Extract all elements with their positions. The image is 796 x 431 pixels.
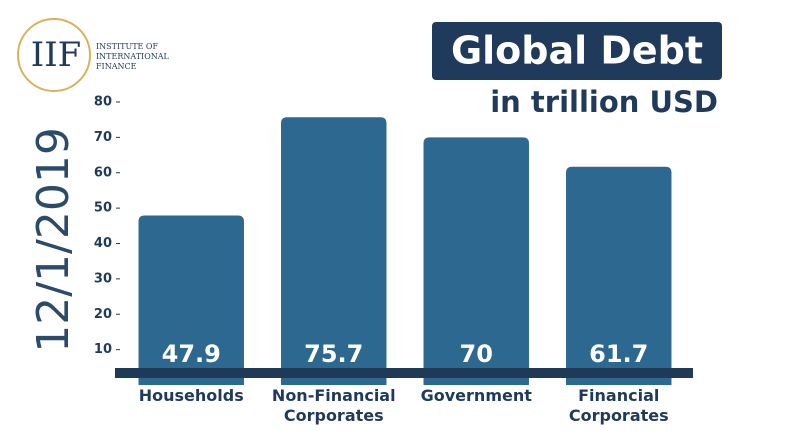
- bar: [566, 166, 672, 385]
- bar: [423, 137, 529, 385]
- y-tick-label: 40: [94, 236, 112, 251]
- value-label: 75.7: [304, 340, 363, 368]
- chart-title: Global Debt: [451, 29, 703, 73]
- date: 12/1/2019: [28, 127, 79, 353]
- y-tick-label: 60: [94, 165, 112, 180]
- value-label: 70: [460, 340, 493, 368]
- logo-abbr: IIF: [31, 35, 81, 75]
- y-tick-label: 50: [94, 201, 112, 216]
- x-tick-label: Government: [420, 386, 532, 405]
- logo-name: INSTITUTE OF INTERNATIONAL FINANCE: [96, 42, 169, 71]
- bar: [138, 215, 244, 385]
- y-tick-label: 70: [94, 130, 112, 145]
- x-tick-label: Financial Corporates: [568, 386, 669, 425]
- y-tick-label: 30: [94, 271, 112, 286]
- y-tick-label: 80: [94, 95, 112, 110]
- y-tick-label: 20: [94, 307, 112, 322]
- value-label: 47.9: [162, 340, 221, 368]
- y-tick-label: 10: [94, 342, 112, 357]
- title-box: [432, 22, 722, 80]
- chart-subtitle: in trillion USD: [490, 85, 718, 119]
- x-tick-label: Non-Financial Corporates: [271, 386, 396, 425]
- value-label: 61.7: [589, 340, 648, 368]
- logo-ring: [17, 18, 91, 92]
- baseline: [115, 368, 693, 378]
- bar: [281, 117, 387, 386]
- x-tick-label: Households: [138, 386, 244, 405]
